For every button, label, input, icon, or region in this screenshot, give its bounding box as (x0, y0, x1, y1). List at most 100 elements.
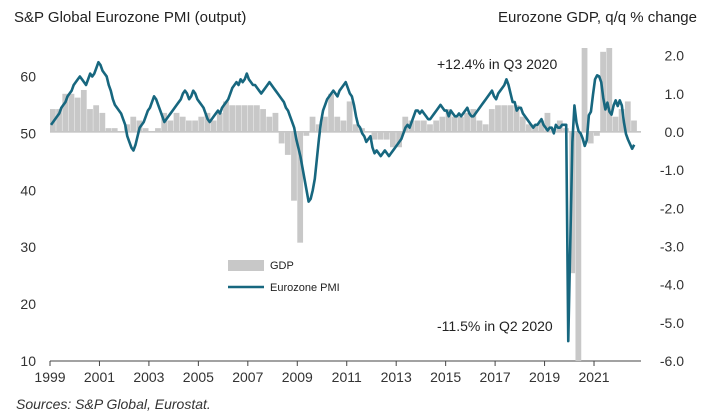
gdp-bar (606, 48, 613, 132)
gdp-bar (427, 124, 433, 132)
right-tick-label: -1.0 (660, 162, 684, 178)
right-ticks: 2.0 1.0 0.0 -1.0 -2.0 -3.0 -4.0 -5.0 -6.0 (660, 48, 684, 369)
gdp-bar (519, 116, 526, 132)
gdp-bar (74, 97, 81, 132)
gdp-bar (297, 131, 304, 243)
gdp-bars (50, 48, 637, 361)
gdp-bar (470, 109, 477, 132)
left-ticks: 60 50 40 30 20 10 (20, 68, 36, 369)
right-tick-label: -5.0 (660, 315, 684, 331)
gdp-bar (346, 101, 353, 132)
gdp-bar (587, 131, 594, 144)
gdp-bar (322, 116, 328, 132)
gdp-bar (594, 131, 600, 136)
gdp-bar (167, 120, 174, 132)
gdp-bar (179, 116, 186, 132)
gdp-bar (396, 131, 402, 148)
gdp-bar (451, 116, 458, 132)
gdp-bar (309, 116, 316, 132)
left-tick-label: 40 (20, 182, 36, 198)
right-tick-label: -3.0 (660, 238, 684, 254)
x-tick-label: 2009 (282, 369, 313, 385)
annotation-q3-2020: +12.4% in Q3 2020 (437, 56, 557, 72)
x-tick-label: 2001 (84, 369, 115, 385)
gdp-bar (501, 105, 508, 132)
gdp-bar (544, 112, 551, 132)
gdp-bar (105, 128, 112, 132)
gdp-bar (383, 131, 390, 140)
right-tick-label: 2.0 (665, 48, 685, 64)
gdp-bar (62, 93, 69, 132)
gdp-bar (210, 120, 217, 132)
legend-gdp-swatch (228, 260, 264, 271)
gdp-bar (414, 120, 421, 132)
gdp-bar (439, 116, 446, 132)
gdp-bar (272, 112, 279, 132)
right-tick-label: -4.0 (660, 277, 684, 293)
gdp-bar (526, 124, 532, 132)
gdp-bar (420, 120, 427, 132)
x-tick-label: 2003 (133, 369, 164, 385)
gdp-bar (482, 124, 489, 132)
right-tick-label: 0.0 (665, 124, 685, 140)
gdp-bar (247, 105, 254, 132)
right-axis-title: Eurozone GDP, q/q % change (498, 9, 697, 26)
gdp-bar (495, 105, 501, 132)
gdp-bar (458, 116, 464, 132)
gdp-bar (507, 105, 514, 132)
gdp-bar (68, 93, 75, 132)
x-tick-label: 2015 (430, 369, 461, 385)
gdp-bar (575, 131, 582, 361)
gdp-bar (260, 109, 266, 132)
gdp-bar (334, 116, 341, 132)
left-tick-label: 20 (20, 296, 36, 312)
legend: GDP Eurozone PMI (228, 260, 340, 294)
gdp-bar (513, 105, 520, 132)
gdp-bar (111, 128, 118, 132)
gdp-bar (402, 116, 409, 132)
gdp-bar (186, 120, 192, 132)
gdp-bar (130, 116, 137, 132)
gdp-bar (631, 120, 637, 132)
gdp-bar (93, 105, 100, 132)
gdp-bar (476, 120, 483, 132)
left-tick-label: 10 (20, 353, 36, 369)
gdp-bar (328, 93, 334, 132)
gdp-bar (340, 120, 347, 132)
x-tick-label: 2011 (332, 369, 362, 385)
x-tick-label: 2019 (529, 369, 560, 385)
gdp-bar (303, 131, 310, 136)
left-axis-title: S&P Global Eurozone PMI (output) (14, 9, 246, 26)
left-tick-label: 30 (20, 239, 36, 255)
x-ticks: 1999 2001 2003 2005 2007 2009 2011 2013 2015 2017… (34, 361, 610, 385)
gdp-bar (80, 89, 87, 132)
x-tick-label: 1999 (34, 369, 65, 385)
left-tick-label: 60 (20, 68, 36, 84)
gdp-bar (538, 120, 545, 132)
x-tick-label: 2007 (232, 369, 263, 385)
legend-gdp-label: GDP (270, 260, 294, 272)
gdp-bar (254, 105, 260, 132)
gdp-bar (624, 101, 631, 132)
gdp-bar (618, 109, 625, 132)
gdp-bar (192, 120, 198, 132)
gdp-bar (223, 101, 229, 132)
gdp-bar (464, 112, 470, 132)
gdp-bar (142, 128, 149, 132)
gdp-bar (241, 105, 248, 132)
gdp-bar (377, 131, 384, 140)
x-tick-label: 2013 (381, 369, 412, 385)
gdp-bar (266, 116, 273, 132)
pmi-line (49, 60, 636, 343)
gdp-bar (315, 124, 322, 132)
right-tick-label: -6.0 (660, 353, 684, 369)
gdp-bar (278, 131, 285, 144)
gdp-bar (56, 109, 62, 132)
gdp-bar (173, 112, 180, 132)
gdp-bar (352, 124, 359, 132)
left-tick-label: 50 (20, 125, 36, 141)
gdp-bar (371, 131, 378, 140)
gdp-bar (291, 131, 297, 201)
gdp-bar (216, 112, 223, 132)
